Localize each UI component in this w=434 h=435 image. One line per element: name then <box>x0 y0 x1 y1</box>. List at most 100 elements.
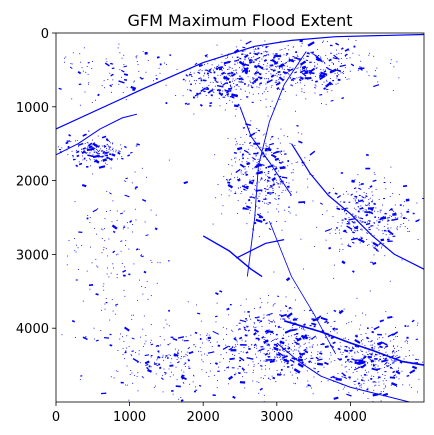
flood-pixel <box>244 328 247 332</box>
flood-pixel <box>82 151 84 153</box>
flood-pixel <box>249 212 250 214</box>
flood-pixel <box>356 191 358 193</box>
flood-pixel <box>375 70 377 72</box>
flood-pixel <box>275 53 278 55</box>
flood-pixel <box>248 153 251 156</box>
flood-pixel <box>250 145 252 146</box>
flood-pixel <box>254 307 255 309</box>
flood-pixel <box>61 334 63 336</box>
flood-pixel <box>72 158 76 161</box>
flood-pixel <box>263 198 267 200</box>
flood-pixel <box>330 325 332 327</box>
flood-pixel <box>97 266 99 268</box>
flood-pixel <box>97 161 99 162</box>
flood-pixel <box>244 166 246 168</box>
flood-pixel <box>348 348 350 349</box>
flood-pixel <box>96 265 98 267</box>
flood-pixel <box>395 355 397 357</box>
flood-pixel <box>118 150 120 152</box>
flood-pixel <box>162 356 164 358</box>
flood-pixel <box>270 222 272 224</box>
flood-pixel <box>274 157 279 161</box>
flood-pixel <box>169 54 172 56</box>
flood-pixel <box>323 70 327 73</box>
flood-pixel <box>390 384 392 386</box>
flood-pixel <box>169 364 174 367</box>
flood-pixel <box>241 339 243 341</box>
flood-pixel <box>250 81 252 83</box>
flood-pixel <box>204 91 206 93</box>
flood-pixel <box>376 220 378 222</box>
flood-pixel <box>393 354 395 356</box>
flood-pixel <box>283 69 285 70</box>
flood-pixel <box>330 361 332 363</box>
flood-pixel <box>333 54 340 60</box>
flood-pixel <box>137 362 139 364</box>
flood-pixel <box>373 325 380 331</box>
flood-pixel <box>268 329 270 331</box>
flood-pixel <box>133 374 135 376</box>
flood-pixel <box>358 206 360 208</box>
flood-pixel <box>259 158 261 160</box>
flood-pixel <box>288 335 290 337</box>
flood-pixel <box>81 67 83 69</box>
flood-pixel <box>369 202 370 204</box>
flood-pixel <box>397 370 399 372</box>
flood-pixel <box>84 336 86 338</box>
flood-pixel <box>101 135 107 139</box>
flood-pixel <box>90 159 92 161</box>
flood-pixel <box>308 337 310 339</box>
flood-pixel <box>346 223 351 225</box>
flood-pixel <box>201 359 203 361</box>
flood-pixel <box>93 159 95 161</box>
flood-pixel <box>175 385 181 388</box>
flood-pixel <box>103 289 105 291</box>
flood-pixel <box>118 43 120 45</box>
flood-pixel <box>253 71 260 75</box>
flood-pixel <box>75 251 77 253</box>
flood-pixel <box>314 84 316 86</box>
flood-pixel <box>270 186 272 188</box>
flood-pixel <box>263 156 265 158</box>
flood-pixel <box>261 368 263 370</box>
flood-pixel <box>270 192 272 194</box>
flood-pixel <box>319 315 322 318</box>
flood-pixel <box>200 79 203 82</box>
flood-pixel <box>126 347 128 349</box>
flood-pixel <box>292 85 294 87</box>
flood-pixel <box>236 73 238 75</box>
flood-pixel <box>256 64 264 70</box>
flood-pixel <box>311 335 317 340</box>
flood-pixel <box>201 369 203 371</box>
flood-pixel <box>288 182 290 184</box>
flood-pixel <box>383 391 384 393</box>
flood-pixel <box>270 138 272 140</box>
flood-pixel <box>388 362 390 364</box>
flood-pixel <box>124 295 126 297</box>
flood-pixel <box>106 150 108 152</box>
flood-pixel <box>309 61 311 63</box>
flood-pixel <box>123 341 125 343</box>
flood-pixel <box>259 84 261 86</box>
flood-pixel <box>110 272 112 274</box>
flood-pixel <box>329 44 333 47</box>
flood-pixel <box>279 340 285 345</box>
flood-pixel <box>239 381 246 384</box>
flood-pixel <box>120 69 125 73</box>
flood-pixel <box>277 138 279 140</box>
flood-pixel <box>379 356 381 357</box>
flood-pixel <box>367 203 369 205</box>
flood-pixel <box>241 161 243 163</box>
flood-pixel <box>336 77 338 79</box>
flood-pixel <box>269 347 271 349</box>
flood-pixel <box>253 323 255 325</box>
flood-pixel <box>280 374 282 376</box>
flood-pixel <box>337 72 338 74</box>
flood-pixel <box>143 315 145 317</box>
flood-pixel <box>378 242 382 246</box>
flood-pixel <box>314 86 316 88</box>
flood-pixel <box>266 80 268 82</box>
flood-pixel <box>253 346 255 348</box>
flood-pixel <box>107 255 109 257</box>
flood-pixel <box>88 130 90 132</box>
